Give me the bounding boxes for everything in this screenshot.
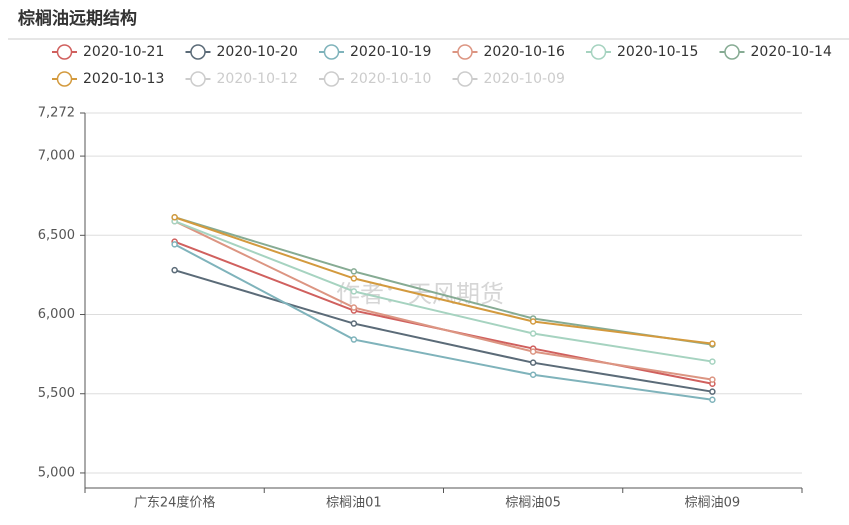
data-point [350,268,358,275]
legend-item: 2020-10-14 [719,44,832,60]
data-point [709,388,716,395]
legend-label: 2020-10-15 [617,44,698,60]
y-tick-label: 7,272 [38,106,75,121]
y-tick-label: 6,000 [38,307,75,322]
data-point [529,318,537,325]
data-point [350,275,358,282]
legend-symbol [190,71,206,87]
series-line [174,216,713,345]
legend-item: 2020-10-10 [319,71,431,87]
series-line [174,269,713,393]
data-point [171,241,178,248]
data-point [171,213,178,221]
data-point [709,396,716,404]
x-tick-label: 广东24度价格 [134,495,216,511]
legend-item: 2020-10-21 [52,44,164,60]
series-line [174,220,713,381]
series-line [174,220,713,363]
data-point [350,288,358,295]
y-tick-label: 5,000 [38,465,75,480]
legend-symbol [323,71,340,87]
series-line [174,243,713,401]
legend-item: 2020-10-09 [452,71,565,87]
legend-label: 2020-10-14 [751,44,832,60]
data-point [709,376,716,383]
data-point [709,358,716,365]
data-point [529,371,537,378]
legend-label: 2020-10-13 [83,71,164,87]
data-point [709,340,716,347]
data-point [529,359,537,366]
y-tick-label: 6,500 [38,228,75,243]
data-point [171,266,178,274]
legend-symbol [56,44,73,60]
legend-label: 2020-10-21 [83,44,164,60]
x-tick-label: 棕榈油09 [685,496,741,511]
x-tick-label: 棕榈油05 [505,496,561,511]
data-point [350,336,358,343]
x-tick-label: 棕榈油01 [326,496,382,511]
legend-label: 2020-10-20 [217,44,298,60]
legend-label: 2020-10-09 [484,71,565,87]
legend-label: 2020-10-10 [350,71,431,87]
legend-symbol [323,44,340,60]
legend-item: 2020-10-20 [185,44,298,60]
legend-symbol [724,44,740,60]
legend-item: 2020-10-16 [452,44,565,60]
data-point [350,320,358,327]
legend-item: 2020-10-15 [586,44,698,60]
legend-symbol [457,44,473,60]
legend-symbol [56,71,73,87]
legend-item: 2020-10-12 [185,71,298,87]
legend-label: 2020-10-12 [217,71,298,87]
y-tick-label: 7,000 [38,149,75,164]
legend-symbol [590,44,607,60]
legend-symbol [190,44,206,60]
legend-item: 2020-10-13 [52,71,164,87]
y-tick-label: 5,500 [38,386,75,401]
chart-title: 棕榈油远期结构 [18,8,137,29]
series-line [174,216,713,346]
legend-item: 2020-10-19 [319,44,431,60]
legend-label: 2020-10-19 [350,44,431,60]
legend-label: 2020-10-16 [484,44,565,60]
data-point [350,304,358,311]
data-point [529,348,537,355]
legend-symbol [457,71,473,87]
data-point [529,330,537,337]
